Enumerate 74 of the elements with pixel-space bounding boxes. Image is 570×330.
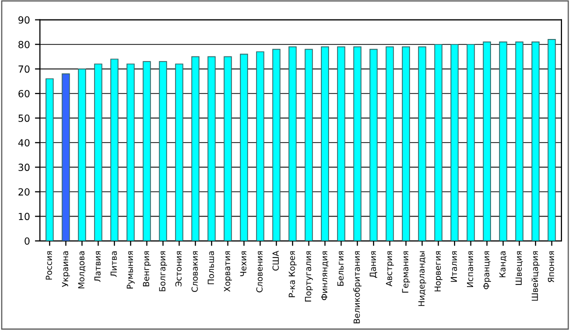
x-tick-label: Германия (402, 251, 410, 293)
bar (386, 46, 394, 241)
x-tick-label: Венгрия (143, 251, 151, 286)
bar (515, 41, 524, 241)
bar (499, 41, 508, 241)
bar (142, 61, 151, 241)
x-tick-label: Япония (548, 251, 554, 282)
bar (450, 44, 459, 241)
x-tick-label: Нидерланды (418, 251, 426, 306)
bar (175, 64, 184, 241)
bar (418, 46, 426, 241)
bar (240, 54, 248, 241)
x-tick-label: Бельгия (337, 251, 344, 286)
bar (402, 46, 410, 241)
x-tick-label: Словения (256, 251, 263, 292)
x-tick-label: Украина (62, 251, 70, 287)
bar (94, 64, 102, 241)
y-tick-label: 80 (18, 40, 30, 48)
bar (62, 73, 70, 241)
bar (208, 56, 216, 241)
x-tick-label: Р-ка Корея (288, 251, 297, 298)
bar (466, 44, 475, 241)
x-tick-label: Финляндия (321, 251, 328, 300)
bar (224, 56, 232, 241)
y-tick-label: 70 (18, 65, 30, 73)
x-tick-label: Россия (46, 251, 52, 280)
bar (46, 78, 54, 241)
bar (110, 58, 118, 241)
x-tick-label: Франция (483, 251, 491, 290)
x-tick-label: Португалия (305, 251, 313, 302)
x-tick-label: Молдова (78, 251, 86, 288)
x-tick-label: США (272, 250, 279, 271)
x-tick-label: Чехия (240, 251, 246, 276)
bar (158, 61, 168, 241)
y-tick-label: 10 (18, 212, 30, 220)
y-tick-label: 60 (18, 90, 30, 98)
bar (434, 44, 442, 241)
bar (78, 68, 86, 241)
x-tick-label: Швеция (516, 251, 523, 285)
x-tick-label: Румыния (126, 251, 135, 289)
x-tick-label: Польша (208, 251, 214, 284)
y-tick-label: 0 (24, 237, 30, 245)
x-tick-label: Великобритания (353, 251, 362, 324)
bar (256, 51, 264, 241)
bar (370, 48, 378, 241)
bar (548, 39, 556, 241)
x-tick-label: Дания (370, 251, 378, 278)
x-tick-label: Латвия (94, 251, 101, 282)
bar (353, 46, 362, 241)
y-tick-label: 50 (18, 114, 30, 122)
y-tick-label: 90 (18, 16, 30, 24)
x-tick-label: Австрия (386, 251, 394, 286)
x-tick-label: Канда (499, 251, 507, 278)
x-tick-label: Норвегия (434, 251, 442, 292)
bar (320, 46, 330, 241)
bar (337, 46, 346, 241)
bar (304, 48, 313, 241)
bar (272, 48, 280, 241)
x-tick-label: Италия (450, 251, 457, 282)
x-tick-label: Словакия (192, 251, 198, 292)
x-tick-label: Хорватия (224, 251, 232, 292)
x-tick-label: Эстония (175, 251, 182, 286)
x-tick-label: Болгария (159, 251, 168, 292)
bar (288, 46, 297, 241)
x-tick-label: Испания (466, 251, 474, 288)
bar (126, 64, 135, 241)
y-tick-label: 20 (18, 188, 30, 196)
y-tick-label: 40 (18, 139, 30, 146)
x-tick-label: Швейцария (532, 251, 540, 301)
x-tick-label: Литва (110, 251, 117, 277)
y-tick-label: 30 (18, 164, 30, 172)
bar (482, 41, 492, 241)
bar (531, 41, 540, 241)
bar (191, 56, 200, 241)
